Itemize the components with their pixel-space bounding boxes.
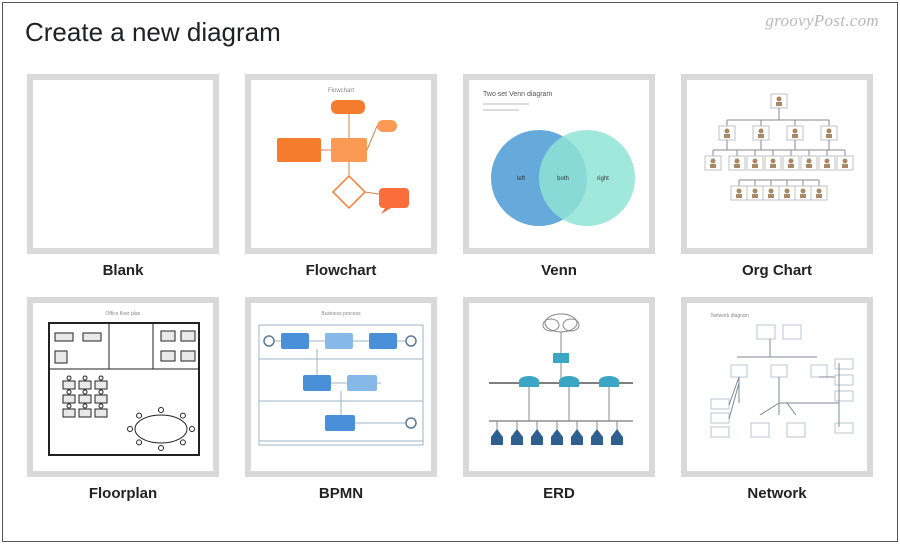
- template-card-floorplan[interactable]: Office floor plan Floorplan: [25, 297, 221, 502]
- svg-text:left: left: [517, 176, 525, 182]
- template-grid: Blank Flowchart Flowchart Two set Venn d…: [25, 74, 875, 502]
- page-title: Create a new diagram: [25, 17, 875, 48]
- template-card-erd[interactable]: ERD: [461, 297, 657, 502]
- thumb-floorplan: Office floor plan: [27, 297, 219, 477]
- svg-text:Business process: Business process: [321, 311, 361, 317]
- svg-text:Flowchart: Flowchart: [328, 88, 354, 94]
- label-network: Network: [747, 485, 806, 502]
- template-card-bpmn[interactable]: Business process BPMN: [243, 297, 439, 502]
- label-floorplan: Floorplan: [89, 485, 157, 502]
- label-orgchart: Org Chart: [742, 262, 812, 279]
- label-venn: Venn: [541, 262, 577, 279]
- svg-text:right: right: [597, 176, 609, 182]
- svg-text:Two set Venn diagram: Two set Venn diagram: [483, 91, 552, 98]
- template-card-orgchart[interactable]: Org Chart: [679, 74, 875, 279]
- template-card-network[interactable]: Network diagram Network: [679, 297, 875, 502]
- label-blank: Blank: [103, 262, 144, 279]
- svg-text:Network diagram: Network diagram: [711, 313, 749, 319]
- svg-text:both: both: [557, 176, 569, 182]
- thumb-bpmn: Business process: [245, 297, 437, 477]
- svg-text:Office floor plan: Office floor plan: [106, 311, 141, 317]
- label-bpmn: BPMN: [319, 485, 363, 502]
- label-erd: ERD: [543, 485, 575, 502]
- template-card-blank[interactable]: Blank: [25, 74, 221, 279]
- label-flowchart: Flowchart: [306, 262, 377, 279]
- thumb-flowchart: Flowchart: [245, 74, 437, 254]
- watermark-text: groovyPost.com: [765, 11, 879, 31]
- template-card-venn[interactable]: Two set Venn diagram left both right Venn: [461, 74, 657, 279]
- template-card-flowchart[interactable]: Flowchart Flowchart: [243, 74, 439, 279]
- thumb-erd: [463, 297, 655, 477]
- thumb-orgchart: [681, 74, 873, 254]
- thumb-venn: Two set Venn diagram left both right: [463, 74, 655, 254]
- thumb-blank: [27, 74, 219, 254]
- thumb-network: Network diagram: [681, 297, 873, 477]
